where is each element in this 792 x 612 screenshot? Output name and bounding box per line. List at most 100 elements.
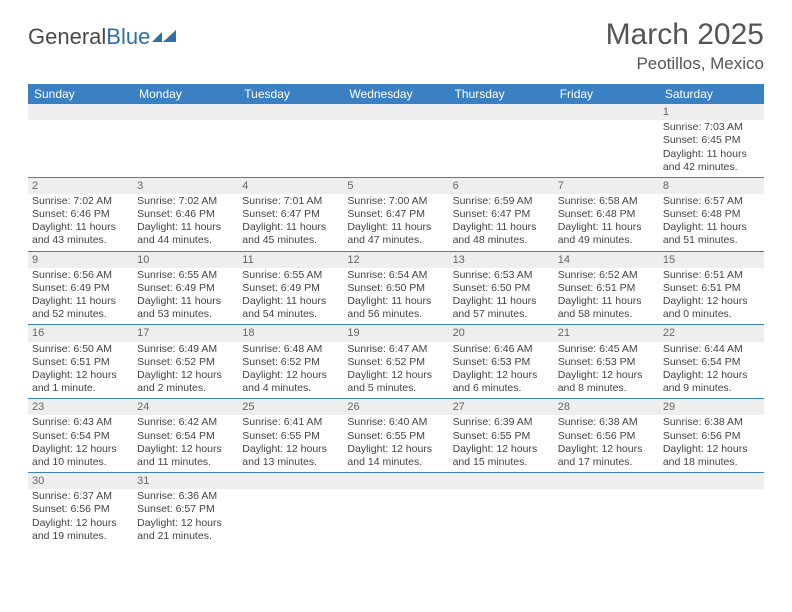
day-info: Sunrise: 6:42 AMSunset: 6:54 PMDaylight:… — [133, 415, 238, 472]
daylight-line: Daylight: 12 hours and 18 minutes. — [663, 443, 760, 469]
day-number: 28 — [554, 399, 659, 415]
day-info: Sunrise: 6:40 AMSunset: 6:55 PMDaylight:… — [343, 415, 448, 472]
calendar-week-row: 9Sunrise: 6:56 AMSunset: 6:49 PMDaylight… — [28, 251, 764, 325]
calendar-day-cell — [554, 104, 659, 177]
sunrise-line: Sunrise: 6:51 AM — [663, 269, 760, 282]
weekday-header: Sunday — [28, 84, 133, 104]
day-info: Sunrise: 6:57 AMSunset: 6:48 PMDaylight:… — [659, 194, 764, 251]
calendar-day-cell: 6Sunrise: 6:59 AMSunset: 6:47 PMDaylight… — [449, 177, 554, 251]
day-number: 15 — [659, 252, 764, 268]
day-number: 4 — [238, 178, 343, 194]
sunrise-line: Sunrise: 6:54 AM — [347, 269, 444, 282]
daylight-line: Daylight: 12 hours and 9 minutes. — [663, 369, 760, 395]
day-number — [659, 473, 764, 489]
day-number: 17 — [133, 325, 238, 341]
day-info — [343, 120, 448, 124]
day-info — [554, 489, 659, 493]
day-number: 12 — [343, 252, 448, 268]
sunset-line: Sunset: 6:54 PM — [137, 430, 234, 443]
calendar-day-cell: 25Sunrise: 6:41 AMSunset: 6:55 PMDayligh… — [238, 399, 343, 473]
day-info: Sunrise: 7:00 AMSunset: 6:47 PMDaylight:… — [343, 194, 448, 251]
sunrise-line: Sunrise: 6:48 AM — [242, 343, 339, 356]
day-number: 30 — [28, 473, 133, 489]
day-info: Sunrise: 6:53 AMSunset: 6:50 PMDaylight:… — [449, 268, 554, 325]
weekday-header: Wednesday — [343, 84, 448, 104]
calendar-day-cell: 24Sunrise: 6:42 AMSunset: 6:54 PMDayligh… — [133, 399, 238, 473]
calendar-week-row: 2Sunrise: 7:02 AMSunset: 6:46 PMDaylight… — [28, 177, 764, 251]
calendar-header-row: SundayMondayTuesdayWednesdayThursdayFrid… — [28, 84, 764, 104]
day-number — [28, 104, 133, 120]
weekday-header: Friday — [554, 84, 659, 104]
sunrise-line: Sunrise: 6:44 AM — [663, 343, 760, 356]
daylight-line: Daylight: 11 hours and 43 minutes. — [32, 221, 129, 247]
day-number: 2 — [28, 178, 133, 194]
daylight-line: Daylight: 11 hours and 42 minutes. — [663, 148, 760, 174]
day-info: Sunrise: 6:58 AMSunset: 6:48 PMDaylight:… — [554, 194, 659, 251]
sunset-line: Sunset: 6:48 PM — [663, 208, 760, 221]
day-number: 7 — [554, 178, 659, 194]
sunrise-line: Sunrise: 7:02 AM — [137, 195, 234, 208]
day-number — [554, 473, 659, 489]
calendar-day-cell: 28Sunrise: 6:38 AMSunset: 6:56 PMDayligh… — [554, 399, 659, 473]
sunrise-line: Sunrise: 6:38 AM — [663, 416, 760, 429]
daylight-line: Daylight: 11 hours and 45 minutes. — [242, 221, 339, 247]
calendar-day-cell — [343, 472, 448, 545]
sunrise-line: Sunrise: 7:01 AM — [242, 195, 339, 208]
sunset-line: Sunset: 6:53 PM — [453, 356, 550, 369]
day-number: 27 — [449, 399, 554, 415]
calendar-day-cell: 22Sunrise: 6:44 AMSunset: 6:54 PMDayligh… — [659, 325, 764, 399]
sunrise-line: Sunrise: 6:57 AM — [663, 195, 760, 208]
sunset-line: Sunset: 6:49 PM — [32, 282, 129, 295]
day-info — [238, 120, 343, 124]
sunset-line: Sunset: 6:46 PM — [32, 208, 129, 221]
calendar-day-cell: 16Sunrise: 6:50 AMSunset: 6:51 PMDayligh… — [28, 325, 133, 399]
calendar-day-cell: 5Sunrise: 7:00 AMSunset: 6:47 PMDaylight… — [343, 177, 448, 251]
sunrise-line: Sunrise: 6:53 AM — [453, 269, 550, 282]
calendar-day-cell: 4Sunrise: 7:01 AMSunset: 6:47 PMDaylight… — [238, 177, 343, 251]
sunrise-line: Sunrise: 6:46 AM — [453, 343, 550, 356]
calendar-day-cell: 7Sunrise: 6:58 AMSunset: 6:48 PMDaylight… — [554, 177, 659, 251]
sunrise-line: Sunrise: 6:50 AM — [32, 343, 129, 356]
sunset-line: Sunset: 6:49 PM — [242, 282, 339, 295]
sunset-line: Sunset: 6:47 PM — [347, 208, 444, 221]
title-block: March 2025 Peotillos, Mexico — [606, 18, 764, 74]
day-number: 18 — [238, 325, 343, 341]
daylight-line: Daylight: 12 hours and 15 minutes. — [453, 443, 550, 469]
day-info — [449, 120, 554, 124]
day-number — [554, 104, 659, 120]
calendar-day-cell — [238, 472, 343, 545]
sunset-line: Sunset: 6:52 PM — [137, 356, 234, 369]
sunset-line: Sunset: 6:45 PM — [663, 134, 760, 147]
sunrise-line: Sunrise: 7:03 AM — [663, 121, 760, 134]
day-number — [449, 473, 554, 489]
sunrise-line: Sunrise: 7:02 AM — [32, 195, 129, 208]
day-info: Sunrise: 7:03 AMSunset: 6:45 PMDaylight:… — [659, 120, 764, 177]
calendar-week-row: 1Sunrise: 7:03 AMSunset: 6:45 PMDaylight… — [28, 104, 764, 177]
weekday-header: Tuesday — [238, 84, 343, 104]
daylight-line: Daylight: 12 hours and 1 minute. — [32, 369, 129, 395]
day-info: Sunrise: 6:55 AMSunset: 6:49 PMDaylight:… — [133, 268, 238, 325]
sunset-line: Sunset: 6:52 PM — [347, 356, 444, 369]
calendar-day-cell: 12Sunrise: 6:54 AMSunset: 6:50 PMDayligh… — [343, 251, 448, 325]
logo-text-blue: Blue — [106, 24, 150, 50]
calendar-day-cell: 30Sunrise: 6:37 AMSunset: 6:56 PMDayligh… — [28, 472, 133, 545]
day-info: Sunrise: 6:52 AMSunset: 6:51 PMDaylight:… — [554, 268, 659, 325]
day-number — [238, 104, 343, 120]
day-number: 6 — [449, 178, 554, 194]
sunrise-line: Sunrise: 6:41 AM — [242, 416, 339, 429]
weekday-header: Thursday — [449, 84, 554, 104]
calendar-day-cell: 3Sunrise: 7:02 AMSunset: 6:46 PMDaylight… — [133, 177, 238, 251]
day-number — [343, 473, 448, 489]
daylight-line: Daylight: 12 hours and 6 minutes. — [453, 369, 550, 395]
sunrise-line: Sunrise: 6:55 AM — [242, 269, 339, 282]
calendar-day-cell — [554, 472, 659, 545]
weekday-header: Saturday — [659, 84, 764, 104]
daylight-line: Daylight: 11 hours and 44 minutes. — [137, 221, 234, 247]
calendar-day-cell — [659, 472, 764, 545]
calendar-week-row: 23Sunrise: 6:43 AMSunset: 6:54 PMDayligh… — [28, 399, 764, 473]
sunset-line: Sunset: 6:57 PM — [137, 503, 234, 516]
calendar-day-cell: 19Sunrise: 6:47 AMSunset: 6:52 PMDayligh… — [343, 325, 448, 399]
sunrise-line: Sunrise: 6:37 AM — [32, 490, 129, 503]
day-number: 20 — [449, 325, 554, 341]
calendar-day-cell: 21Sunrise: 6:45 AMSunset: 6:53 PMDayligh… — [554, 325, 659, 399]
